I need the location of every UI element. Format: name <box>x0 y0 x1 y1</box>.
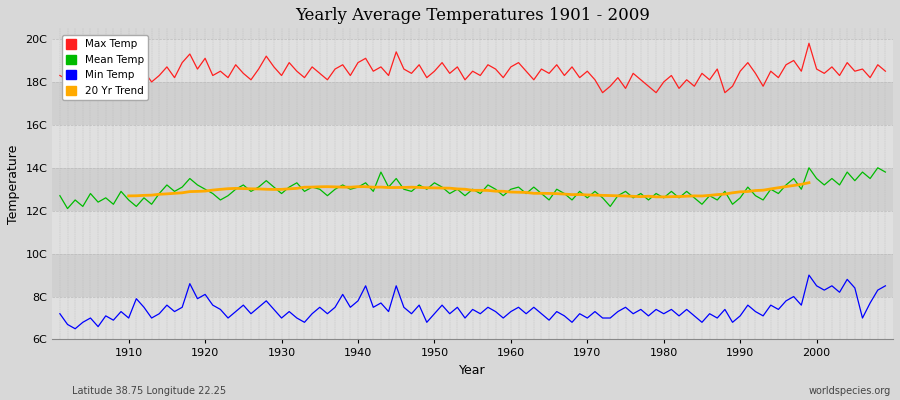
Bar <box>52 125 893 168</box>
Min Temp <box>506 309 517 314</box>
Min Temp <box>605 316 616 320</box>
20 Yr Trend <box>712 192 723 197</box>
X-axis label: Year: Year <box>459 364 486 377</box>
Bar <box>52 82 893 125</box>
20 Yr Trend <box>329 184 340 189</box>
Title: Yearly Average Temperatures 1901 - 2009: Yearly Average Temperatures 1901 - 2009 <box>295 7 650 24</box>
Min Temp <box>880 284 891 288</box>
Max Temp <box>498 75 508 80</box>
Legend: Max Temp, Mean Temp, Min Temp, 20 Yr Trend: Max Temp, Mean Temp, Min Temp, 20 Yr Tre… <box>61 35 148 100</box>
Min Temp <box>55 311 66 316</box>
Min Temp <box>804 273 814 278</box>
20 Yr Trend <box>123 194 134 198</box>
Mean Temp <box>880 170 891 174</box>
Mean Temp <box>804 165 814 170</box>
20 Yr Trend <box>697 194 707 198</box>
Bar <box>52 168 893 211</box>
Line: 20 Yr Trend: 20 Yr Trend <box>129 183 809 197</box>
20 Yr Trend <box>804 180 814 185</box>
Line: Min Temp: Min Temp <box>60 275 886 329</box>
Mean Temp <box>338 182 348 187</box>
Bar <box>52 39 893 82</box>
Max Temp <box>598 90 608 95</box>
20 Yr Trend <box>598 193 608 198</box>
Mean Temp <box>506 187 517 192</box>
Min Temp <box>338 292 348 297</box>
20 Yr Trend <box>651 194 661 199</box>
Mean Temp <box>292 180 302 185</box>
Mean Temp <box>123 198 134 202</box>
Min Temp <box>513 305 524 310</box>
Line: Mean Temp: Mean Temp <box>60 168 886 208</box>
20 Yr Trend <box>780 184 791 189</box>
Mean Temp <box>62 206 73 211</box>
Mean Temp <box>55 193 66 198</box>
Max Temp <box>284 60 294 65</box>
Max Temp <box>804 41 814 46</box>
Max Temp <box>880 69 891 74</box>
Min Temp <box>292 316 302 320</box>
Max Temp <box>329 67 340 72</box>
Max Temp <box>605 84 616 89</box>
Min Temp <box>123 316 134 320</box>
20 Yr Trend <box>215 187 226 192</box>
Text: worldspecies.org: worldspecies.org <box>809 386 891 396</box>
Line: Max Temp: Max Temp <box>60 43 886 93</box>
Bar <box>52 254 893 296</box>
Mean Temp <box>513 185 524 190</box>
Bar <box>52 296 893 340</box>
Max Temp <box>115 54 126 58</box>
Min Temp <box>70 326 81 331</box>
Max Temp <box>506 64 517 69</box>
Mean Temp <box>605 204 616 209</box>
Max Temp <box>55 73 66 78</box>
Y-axis label: Temperature: Temperature <box>7 144 20 224</box>
Bar <box>52 211 893 254</box>
Text: Latitude 38.75 Longitude 22.25: Latitude 38.75 Longitude 22.25 <box>72 386 226 396</box>
